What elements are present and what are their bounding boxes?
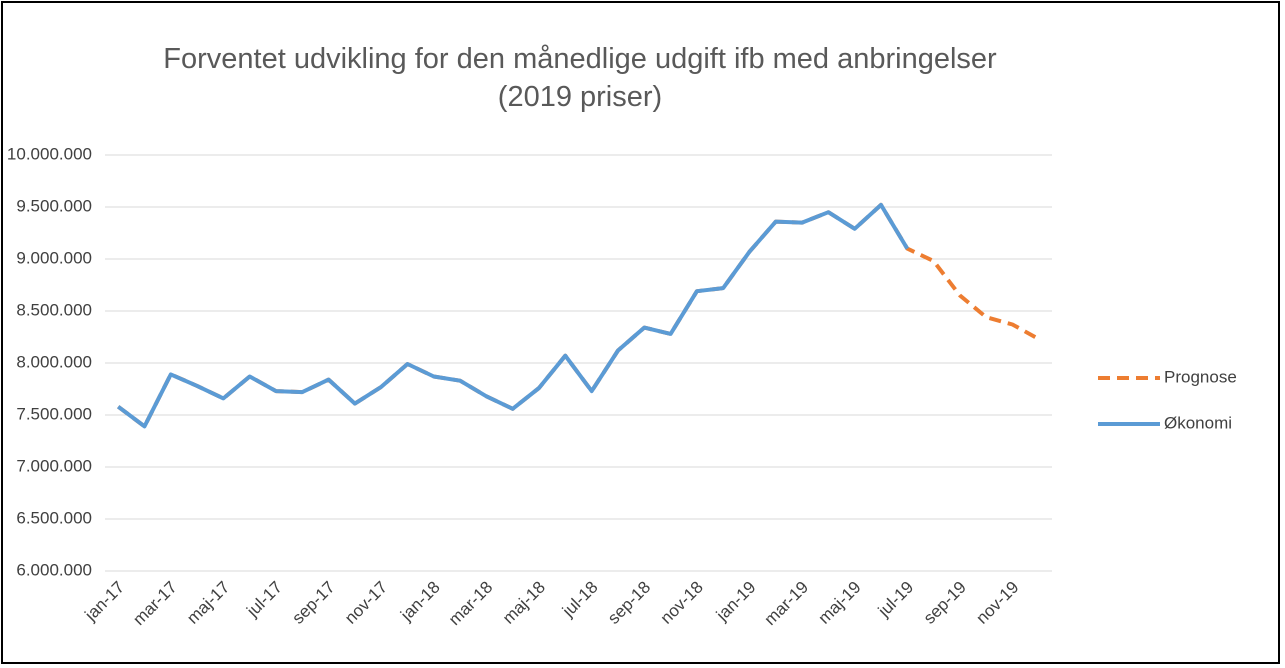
x-tick-label: maj-17 <box>183 578 233 628</box>
y-tick-label: 8.500.000 <box>16 300 92 319</box>
y-tick-label: 6.000.000 <box>16 560 92 579</box>
y-tick-label: 10.000.000 <box>7 144 92 163</box>
y-tick-label: 7.000.000 <box>16 456 92 475</box>
x-tick-label: jul-18 <box>558 578 602 622</box>
x-tick-label: maj-18 <box>499 578 549 628</box>
y-tick-label: 6.500.000 <box>16 508 92 527</box>
x-tick-label: mar-17 <box>129 578 181 630</box>
x-tick-label: nov-19 <box>972 578 1022 628</box>
y-tick-label: 9.500.000 <box>16 196 92 215</box>
y-tick-label: 8.000.000 <box>16 352 92 371</box>
x-tick-label: jan-17 <box>81 578 129 626</box>
x-tick-label: nov-18 <box>657 578 707 628</box>
x-tick-label: jul-19 <box>874 578 918 622</box>
y-tick-label: 7.500.000 <box>16 404 92 423</box>
x-tick-label: jul-17 <box>242 578 286 622</box>
legend-label: Økonomi <box>1164 413 1232 432</box>
x-tick-label: sep-17 <box>288 578 338 628</box>
x-tick-label: mar-19 <box>761 578 813 630</box>
y-tick-label: 9.000.000 <box>16 248 92 267</box>
series-line <box>117 202 910 429</box>
chart-title: Forventet udvikling for den månedlige ud… <box>163 43 997 113</box>
x-tick-label: sep-18 <box>604 578 654 628</box>
x-tick-label: maj-19 <box>815 578 865 628</box>
x-tick-label: mar-18 <box>445 578 497 630</box>
x-tick-label: jan-19 <box>712 578 760 626</box>
x-tick-label: nov-17 <box>341 578 391 628</box>
x-tick-label: jan-18 <box>396 578 444 626</box>
legend-label: Prognose <box>1164 367 1237 386</box>
x-tick-label: sep-19 <box>920 578 970 628</box>
